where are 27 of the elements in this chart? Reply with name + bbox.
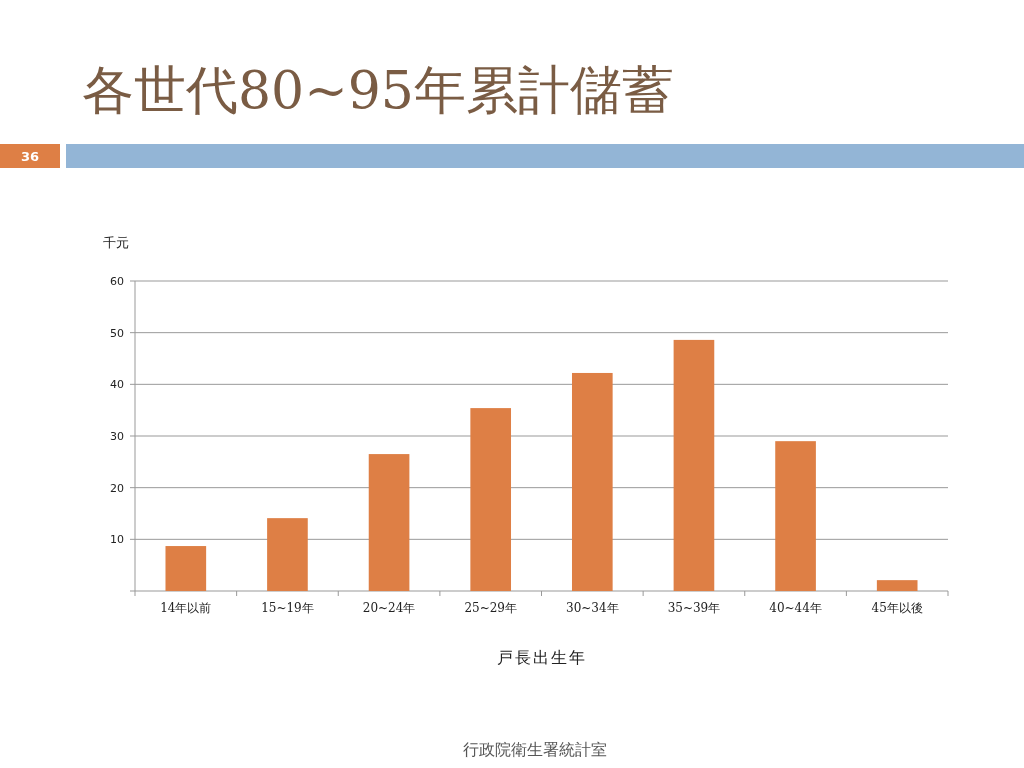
- bar: [775, 441, 816, 591]
- chart-title: 各世代80~95年累計儲蓄: [82, 60, 674, 120]
- x-tick-label: 25~29年: [464, 601, 517, 615]
- x-tick-label: 14年以前: [160, 601, 212, 615]
- x-tick-label: 35~39年: [667, 601, 721, 615]
- bar: [673, 339, 715, 591]
- x-tick-label: 20~24年: [362, 601, 416, 615]
- bar: [876, 580, 918, 591]
- y-tick-label: 40: [110, 378, 124, 392]
- y-tick-label: 60: [110, 275, 124, 288]
- x-axis-title: 戸長出生年: [496, 648, 587, 667]
- x-tick-label: 15~19年: [261, 601, 314, 615]
- bar: [267, 518, 308, 591]
- y-axis-title: 千元: [103, 235, 129, 250]
- y-tick-label: 20: [110, 481, 124, 495]
- y-tick-label: 10: [110, 533, 124, 547]
- x-tick-label: 40~44年: [769, 601, 822, 615]
- y-tick-label: 50: [110, 326, 124, 340]
- y-tick-label: 30: [110, 430, 124, 443]
- x-tick-label: 45年以後: [871, 601, 923, 615]
- text: 行政院衛生署統計室: [463, 740, 607, 759]
- text: 36: [20, 149, 40, 164]
- bar: [571, 372, 613, 591]
- bar: [470, 408, 512, 591]
- bar: [368, 454, 410, 591]
- x-tick-label: 30~34年: [566, 601, 619, 615]
- bar: [165, 546, 207, 591]
